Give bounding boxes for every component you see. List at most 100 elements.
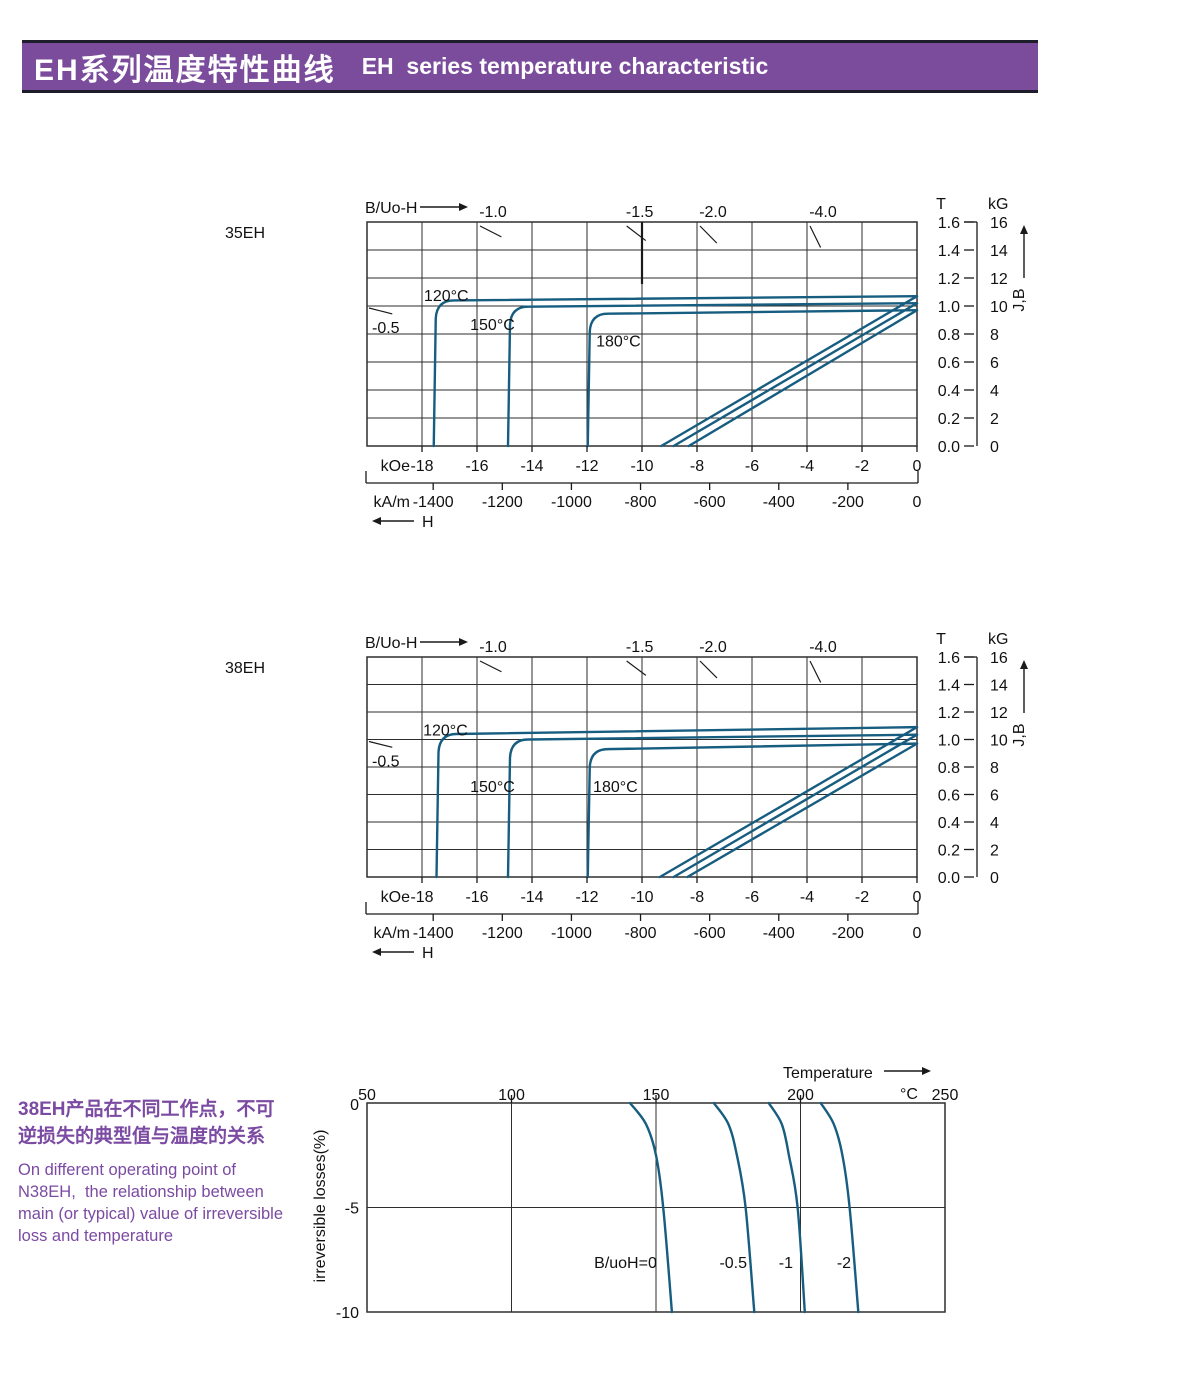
b-curve [672, 302, 919, 448]
side-note-zh-line: 逆损失的典型值与温度的关系 [18, 1126, 266, 1147]
loss-curve-label: B/uoH=0 [594, 1255, 657, 1272]
x-tick-label-kAm: -200 [832, 494, 864, 511]
kg-tick-label: 8 [990, 760, 999, 777]
x-tick-label-kOe: -12 [575, 458, 598, 475]
x-tick-label-kAm: 0 [913, 494, 922, 511]
x-tick-label-kOe: -18 [410, 889, 433, 906]
loss-curve-label: -2 [837, 1255, 851, 1272]
t-tick-label: 1.4 [938, 243, 960, 260]
t-tick-label: 1.2 [938, 271, 960, 288]
side-note-en-line: main (or typical) value of irreversible [18, 1205, 284, 1223]
y-tick-label: -10 [336, 1305, 359, 1322]
kg-tick-label: 14 [990, 678, 1008, 695]
x-tick-label-kOe: 0 [913, 889, 922, 906]
load-line-slash [699, 660, 718, 679]
b-curve [660, 295, 919, 448]
load-line-slash [368, 740, 393, 748]
t-tick-label: 0.2 [938, 411, 960, 428]
load-line-slash [809, 225, 822, 248]
t-axis-header: T [936, 196, 946, 213]
kg-tick-label: 4 [990, 815, 999, 832]
jb-arrow-head [1020, 225, 1028, 234]
series-label: 120°C [423, 722, 468, 739]
b-curve [658, 725, 919, 879]
side-note-en-line: N38EH, the relationship between [18, 1183, 264, 1201]
load-line-label: -1.0 [479, 204, 507, 221]
side-note-zh-line: 38EH产品在不同工作点，不可 [18, 1099, 275, 1120]
load-line-label: -2.0 [699, 204, 727, 221]
chart-title: 38EH [225, 660, 265, 677]
x-tick-label-kAm: -400 [763, 494, 795, 511]
x-tick-label-kOe: 0 [913, 458, 922, 475]
baxis-corner-label: B/Uo-H [365, 200, 417, 217]
load-line-slash [626, 225, 647, 242]
t-tick-label: 1.0 [938, 733, 960, 750]
side-note-en-line: loss and temperature [18, 1227, 174, 1245]
irreversible-loss: 50 100 150 200 250 °C 0 -5 -10 Temperature irrever… [312, 1065, 958, 1322]
t-tick-label: 0.4 [938, 383, 960, 400]
loss-curve [819, 1101, 860, 1314]
x-unit-label: °C [900, 1086, 918, 1103]
loss-curve-label: -0.5 [719, 1255, 747, 1272]
load-line-label: -2.0 [699, 639, 727, 656]
t-tick-label: 0.8 [938, 327, 960, 344]
temperature-axis-label: Temperature [783, 1065, 873, 1082]
loss-curve [712, 1101, 756, 1314]
kg-tick-label: 12 [990, 705, 1008, 722]
x-tick-label-kAm: -1200 [482, 925, 523, 942]
header-banner: EH系列温度特性曲线 EH series temperature charact… [22, 40, 1038, 93]
j-curve [586, 309, 919, 448]
header-title-zh: EH系列温度特性曲线 [34, 53, 336, 87]
h-axis-arrow-head [372, 517, 381, 525]
x-tick-label: 250 [932, 1087, 959, 1104]
kg-tick-label: 4 [990, 383, 999, 400]
b-curve [686, 742, 919, 879]
y-axis-label: irreversible losses(%) [312, 1130, 329, 1283]
x-tick-label-kAm: -1000 [551, 925, 592, 942]
x-tick-label-kAm: -600 [694, 494, 726, 511]
load-line-slash [479, 225, 502, 238]
t-tick-label: 1.6 [938, 215, 960, 232]
h-axis-label: H [422, 945, 434, 962]
t-tick-label: 0.4 [938, 815, 960, 832]
t-tick-label: 0.2 [938, 843, 960, 860]
series-label: 120°C [424, 288, 469, 305]
load-line-slash [479, 660, 502, 673]
loss-curve [628, 1101, 674, 1314]
load-line-label: -4.0 [809, 204, 837, 221]
x-tick-label-kAm: -1400 [413, 925, 454, 942]
load-line-slash [809, 660, 822, 683]
x-tick-label-kOe: -8 [690, 889, 704, 906]
load-line-slash [699, 225, 718, 244]
side-note-en-line: On different operating point of [18, 1161, 237, 1179]
series-label: 180°C [593, 779, 638, 796]
jb-arrow-head [1020, 660, 1028, 669]
x-tick-label-kOe: -18 [410, 458, 433, 475]
kg-tick-label: 0 [990, 870, 999, 887]
x-tick-label-kAm: -1000 [551, 494, 592, 511]
kg-axis-header: kG [988, 631, 1008, 648]
load-line-label: -1.0 [479, 639, 507, 656]
t-tick-label: 1.2 [938, 705, 960, 722]
j-curve [432, 295, 919, 448]
t-tick-label: 1.4 [938, 678, 960, 695]
x-tick-label-kOe: -12 [575, 889, 598, 906]
series-label: 180°C [596, 334, 641, 351]
load-line-slash [626, 660, 647, 676]
t-tick-label: 1.0 [938, 299, 960, 316]
h-axis-label: H [422, 514, 434, 531]
load-line-label: -0.5 [372, 754, 400, 771]
header-title-en: EH series temperature characteristic [361, 53, 769, 79]
x-tick-label: 200 [787, 1087, 814, 1104]
load-line-label: -0.5 [372, 320, 400, 337]
kg-tick-label: 6 [990, 355, 999, 372]
t-tick-label: 1.6 [938, 650, 960, 667]
x-tick-label-kAm: -1400 [413, 494, 454, 511]
kg-axis-header: kG [988, 196, 1008, 213]
x-tick-label-kAm: -200 [832, 925, 864, 942]
corner-arrow-head [459, 203, 468, 211]
x-unit-kAm: kA/m [374, 494, 410, 511]
b-curve [687, 309, 919, 448]
j-curve [506, 302, 919, 448]
